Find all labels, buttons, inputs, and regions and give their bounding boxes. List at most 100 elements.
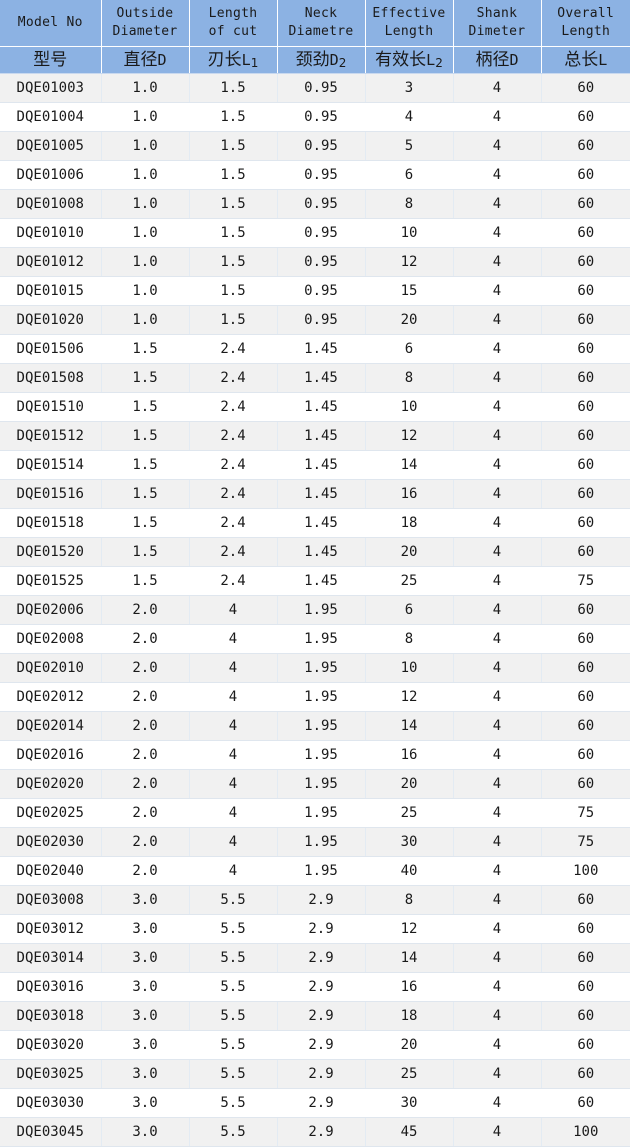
header-cn-label: 有效长L2 — [375, 50, 443, 70]
table-cell: 2.4 — [189, 422, 277, 451]
table-cell: 60 — [541, 248, 630, 277]
table-cell: 4 — [453, 799, 541, 828]
table-cell: 0.95 — [277, 306, 365, 335]
table-cell: 3.0 — [101, 973, 189, 1002]
table-cell: 1.0 — [101, 306, 189, 335]
table-cell: 4 — [453, 451, 541, 480]
table-cell: 2.4 — [189, 538, 277, 567]
table-cell: 1.95 — [277, 712, 365, 741]
table-cell: 4 — [453, 74, 541, 103]
table-cell: 0.95 — [277, 74, 365, 103]
table-cell: 4 — [189, 857, 277, 886]
cell-model-no: DQE02006 — [0, 596, 101, 625]
table-cell: 45 — [365, 1118, 453, 1147]
table-cell: 2.9 — [277, 944, 365, 973]
table-cell: 5.5 — [189, 915, 277, 944]
table-cell: 2.4 — [189, 451, 277, 480]
table-cell: 5.5 — [189, 886, 277, 915]
table-cell: 1.45 — [277, 364, 365, 393]
table-cell: 4 — [453, 741, 541, 770]
cell-model-no: DQE01520 — [0, 538, 101, 567]
table-cell: 8 — [365, 625, 453, 654]
cell-model-no: DQE01518 — [0, 509, 101, 538]
header-cn-symbol: D — [509, 51, 518, 69]
table-cell: 25 — [365, 799, 453, 828]
table-cell: 2.0 — [101, 857, 189, 886]
table-cell: 4 — [453, 161, 541, 190]
cell-model-no: DQE03008 — [0, 886, 101, 915]
cell-model-no: DQE01012 — [0, 248, 101, 277]
table-cell: 16 — [365, 973, 453, 1002]
table-cell: 0.95 — [277, 277, 365, 306]
table-cell: 4 — [453, 625, 541, 654]
cell-model-no: DQE02040 — [0, 857, 101, 886]
table-cell: 2.9 — [277, 1002, 365, 1031]
table-cell: 4 — [453, 393, 541, 422]
table-cell: 5.5 — [189, 1031, 277, 1060]
header-cn-symbol: D — [157, 51, 166, 69]
table-cell: 3.0 — [101, 1118, 189, 1147]
table-cell: 3.0 — [101, 944, 189, 973]
header-cn-text: 型号 — [33, 50, 67, 70]
cell-model-no: DQE03045 — [0, 1118, 101, 1147]
table-cell: 1.5 — [189, 74, 277, 103]
table-cell: 12 — [365, 422, 453, 451]
header-en-line: Length — [190, 5, 277, 23]
cell-model-no: DQE03018 — [0, 1002, 101, 1031]
table-cell: 75 — [541, 828, 630, 857]
header-cn-symbol: L — [242, 51, 251, 69]
header-cn-label: 颈劲D2 — [296, 50, 347, 70]
table-cell: 10 — [365, 393, 453, 422]
table-cell: 1.0 — [101, 132, 189, 161]
table-cell: 2.9 — [277, 915, 365, 944]
table-cell: 5.5 — [189, 944, 277, 973]
table-cell: 0.95 — [277, 103, 365, 132]
table-cell: 10 — [365, 654, 453, 683]
table-cell: 60 — [541, 1089, 630, 1118]
header-en-line: Diametre — [278, 23, 365, 41]
table-cell: 4 — [189, 712, 277, 741]
table-cell: 1.95 — [277, 596, 365, 625]
table-cell: 60 — [541, 103, 630, 132]
table-cell: 60 — [541, 770, 630, 799]
table-cell: 4 — [453, 1089, 541, 1118]
table-cell: 1.45 — [277, 480, 365, 509]
table-cell: 75 — [541, 567, 630, 596]
table-cell: 4 — [189, 828, 277, 857]
table-cell: 1.95 — [277, 799, 365, 828]
table-cell: 14 — [365, 712, 453, 741]
table-cell: 60 — [541, 712, 630, 741]
cell-model-no: DQE01525 — [0, 567, 101, 596]
table-cell: 3.0 — [101, 1031, 189, 1060]
table-cell: 1.5 — [189, 190, 277, 219]
table-cell: 1.45 — [277, 538, 365, 567]
table-cell: 1.5 — [101, 364, 189, 393]
table-cell: 2.9 — [277, 1031, 365, 1060]
header-en-line: Neck — [278, 5, 365, 23]
table-cell: 4 — [189, 654, 277, 683]
table-cell: 0.95 — [277, 161, 365, 190]
table-cell: 4 — [189, 625, 277, 654]
cell-model-no: DQE02014 — [0, 712, 101, 741]
header-cn-col-3: 颈劲D2 — [277, 47, 365, 74]
table-cell: 100 — [541, 857, 630, 886]
table-cell: 60 — [541, 451, 630, 480]
cell-model-no: DQE01506 — [0, 335, 101, 364]
table-cell: 1.45 — [277, 335, 365, 364]
table-cell: 60 — [541, 161, 630, 190]
cell-model-no: DQE01003 — [0, 74, 101, 103]
cell-model-no: DQE01508 — [0, 364, 101, 393]
table-cell: 1.0 — [101, 161, 189, 190]
table-cell: 4 — [453, 712, 541, 741]
